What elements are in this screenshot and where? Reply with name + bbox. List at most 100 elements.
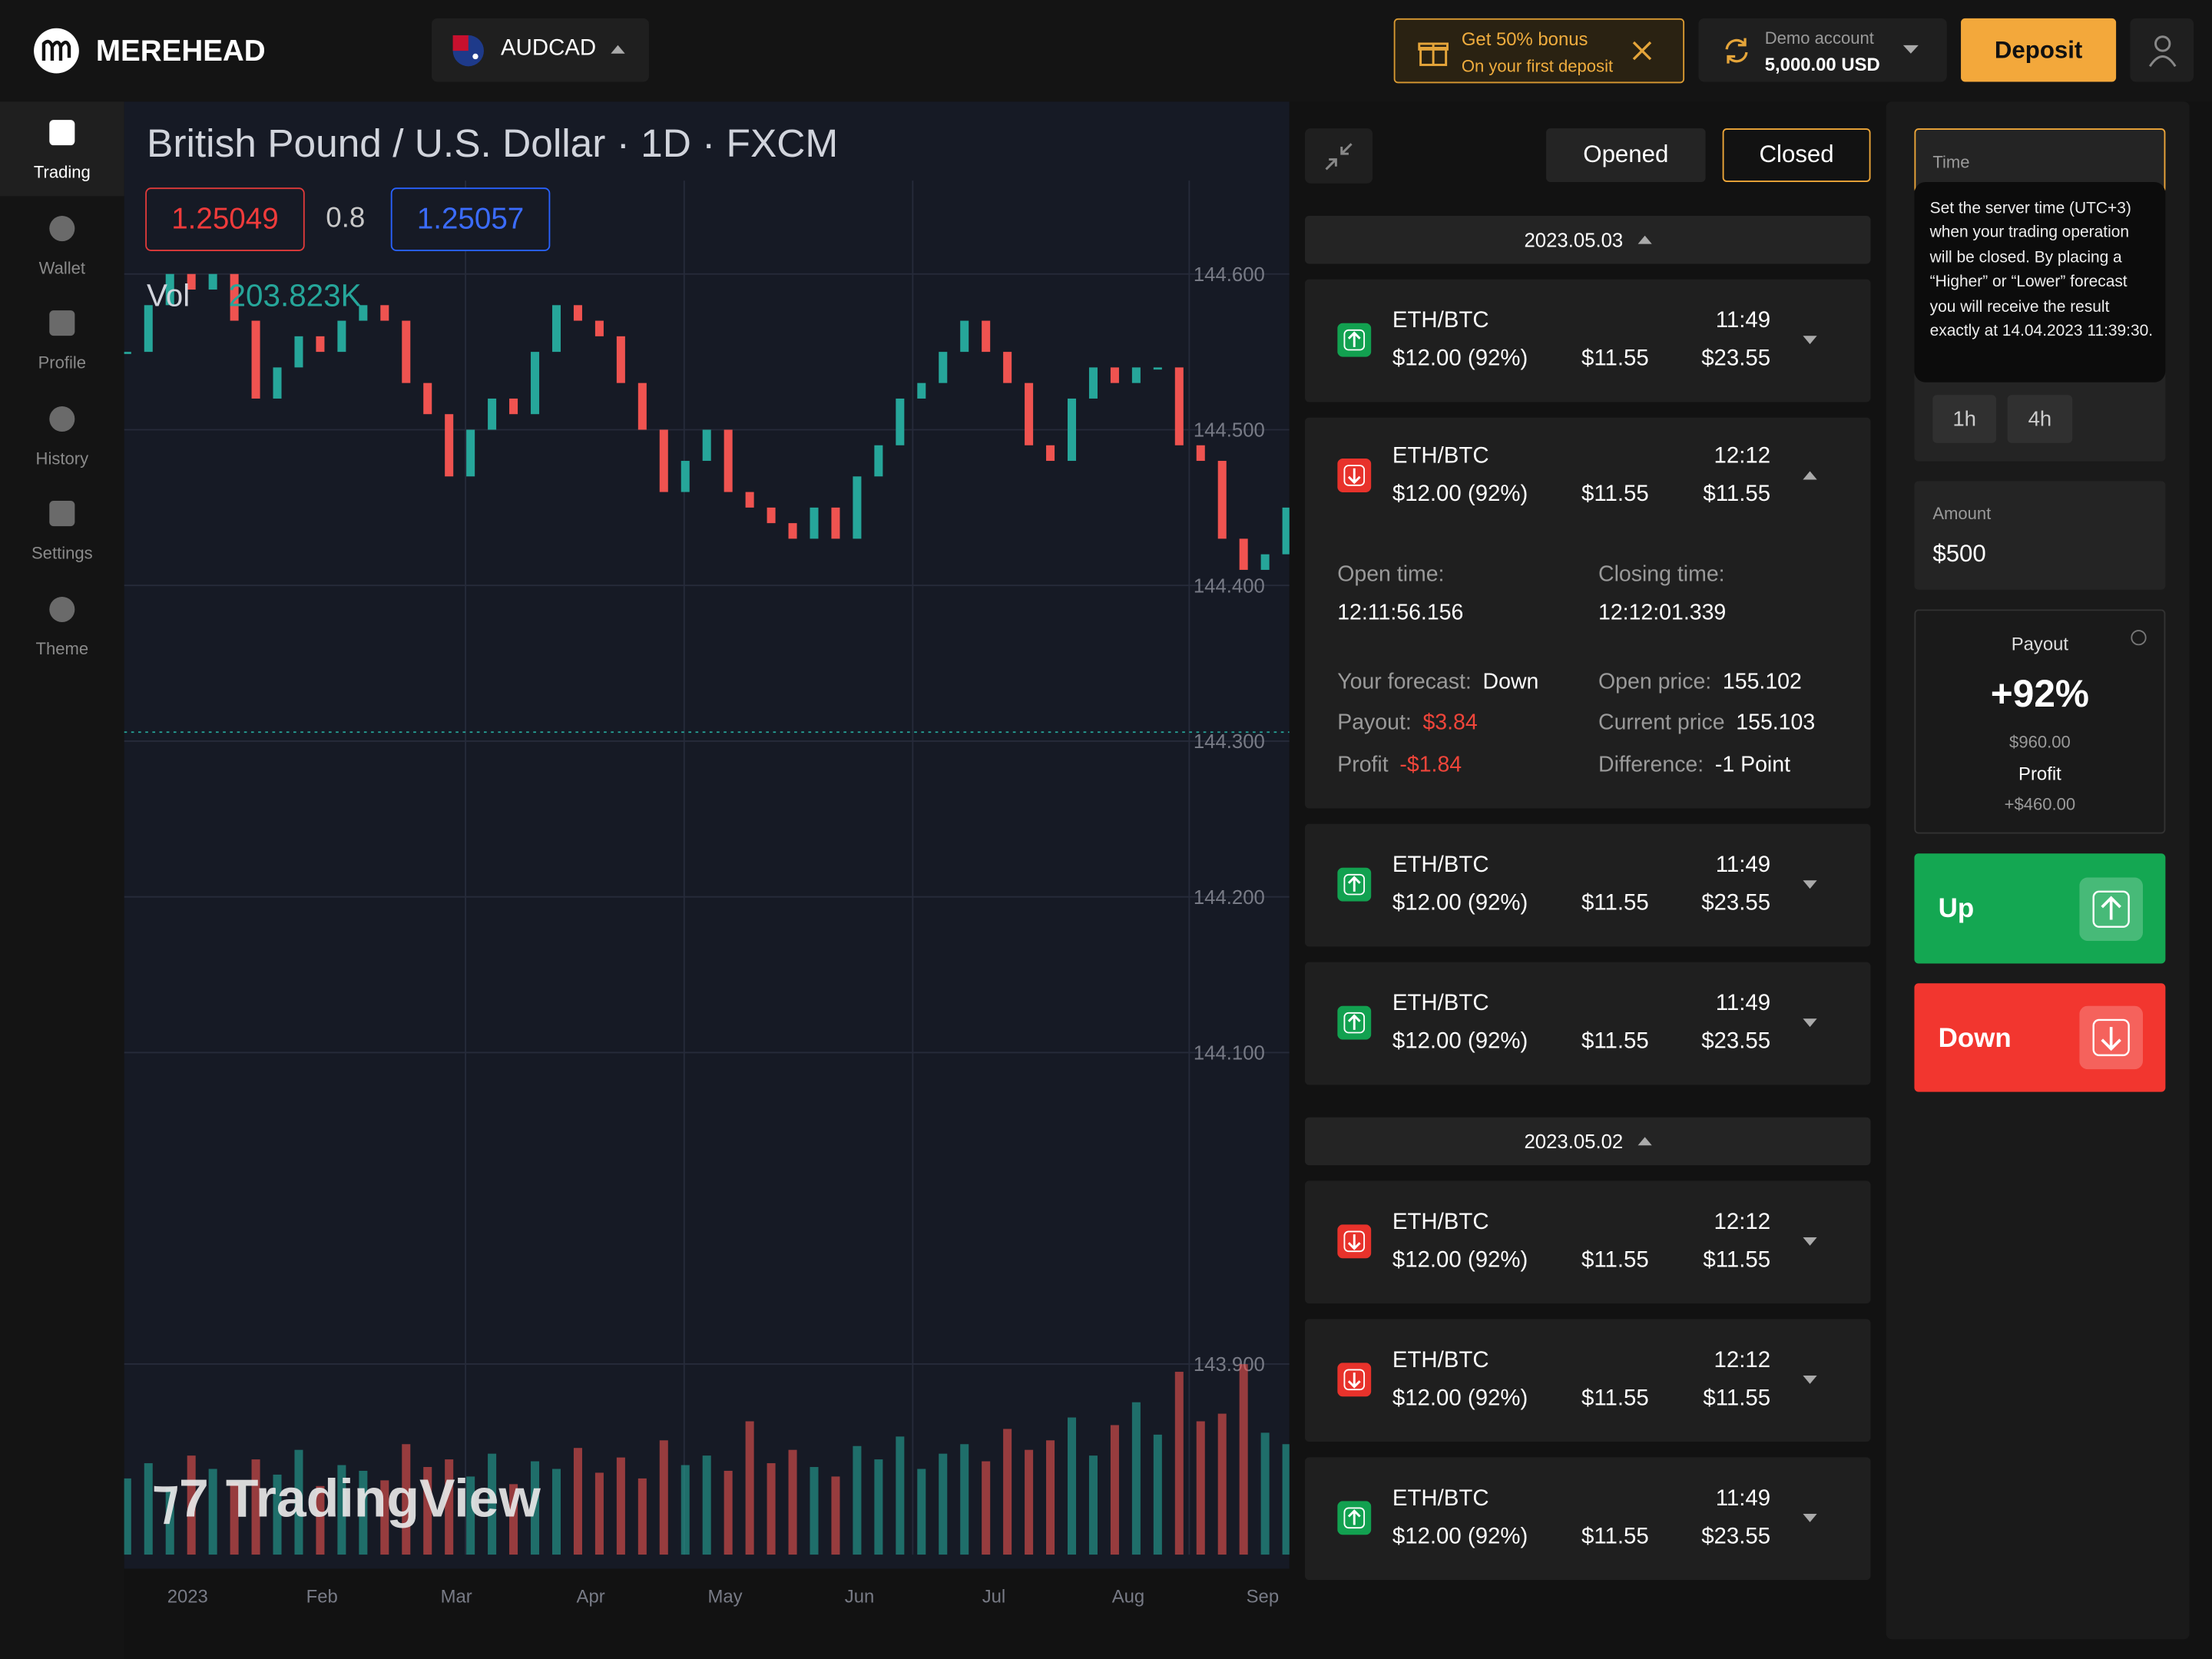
volume-bar: [637, 1478, 647, 1555]
date-header[interactable]: 2023.05.02: [1304, 1117, 1871, 1166]
x-tick-label: Jul: [982, 1587, 1006, 1608]
deposit-button[interactable]: Deposit: [1961, 18, 2117, 82]
direction: [1337, 867, 1372, 902]
trade-card[interactable]: ETH/BTC $12.00 (92%) $11.55 11:49 $23.55: [1304, 962, 1871, 1085]
sidebar-item[interactable]: Trading: [0, 101, 124, 197]
trade-card[interactable]: ETH/BTC $12.00 (92%) $11.55 11:49 $23.55: [1304, 1457, 1871, 1581]
trade-mid: $11.55: [1581, 1525, 1649, 1549]
caret: [1902, 45, 1919, 54]
detail-value: -1 Point: [1714, 753, 1790, 778]
direction-icon: [1337, 867, 1372, 902]
sidebar-label: Trading: [33, 162, 91, 182]
expand-chevron[interactable]: [1803, 880, 1817, 889]
candle: [1003, 352, 1012, 383]
collapse-caret: [1637, 1137, 1651, 1146]
x-tick-label: 2023: [167, 1587, 208, 1608]
volume-bar: [831, 1476, 840, 1555]
trade-amount: $12.00 (92%): [1392, 1029, 1528, 1055]
close-icon[interactable]: [1632, 41, 1652, 61]
down-button[interactable]: Down: [1914, 983, 2166, 1092]
detail-value: 12:11:56.156: [1337, 601, 1464, 625]
sidebar-icon: [49, 215, 75, 241]
direction: [1337, 1501, 1372, 1535]
time-label: Time: [1932, 152, 1970, 173]
candle: [337, 320, 346, 353]
trade-amount: $12.00 (92%): [1392, 346, 1528, 372]
detail-row: Payout: $3.84: [1337, 711, 1477, 737]
candle: [573, 305, 582, 321]
tooltip-text: Set the server time (UTC+3) when your tr…: [1929, 200, 2154, 340]
direction-icon: [1337, 1501, 1372, 1535]
volume-bar: [1153, 1434, 1162, 1555]
user-button[interactable]: [2130, 18, 2194, 82]
expand-chevron[interactable]: [1803, 336, 1817, 345]
bonus-banner[interactable]: Get 50% bonus On your first deposit: [1393, 18, 1685, 84]
trade-amount: $12.00 (92%): [1392, 1386, 1528, 1411]
detail-value: 155.103: [1736, 710, 1816, 735]
sidebar-item[interactable]: History: [0, 387, 124, 482]
amount-box[interactable]: Amount $500: [1914, 481, 2166, 590]
tooltip: Set the server time (UTC+3) when your tr…: [1914, 181, 2166, 382]
volume-bar: [810, 1467, 819, 1555]
account-selector[interactable]: Demo account 5,000.00 USD: [1698, 18, 1947, 82]
watermark-text: TradingView: [225, 1469, 541, 1530]
direction: [1337, 1224, 1372, 1259]
candle: [788, 523, 797, 539]
candle: [1174, 367, 1184, 445]
detail-value: $3.84: [1422, 710, 1478, 735]
trade-card[interactable]: ETH/BTC $12.00 (92%) $11.55 12:12 $11.55 Open…: [1304, 417, 1871, 809]
volume-bar: [874, 1459, 883, 1555]
collapse-button[interactable]: [1304, 128, 1373, 184]
chevron: [1803, 336, 1817, 345]
expand-chevron[interactable]: [1803, 1375, 1817, 1384]
sidebar-icon: [49, 596, 75, 622]
candle: [124, 352, 131, 354]
candle: [659, 429, 668, 492]
sidebar-label: Wallet: [38, 257, 86, 277]
candle: [896, 398, 905, 445]
volume-bar: [702, 1455, 711, 1555]
sidebar-item[interactable]: Settings: [0, 482, 124, 577]
volume-bar: [680, 1465, 690, 1555]
trade-pair: ETH/BTC: [1392, 444, 1489, 469]
up-button[interactable]: Up: [1914, 853, 2166, 964]
trade-card[interactable]: ETH/BTC $12.00 (92%) $11.55 12:12 $11.55: [1304, 1181, 1871, 1304]
trade-result: $11.55: [1703, 1386, 1771, 1411]
sidebar-item[interactable]: Wallet: [0, 197, 124, 291]
date-header[interactable]: 2023.05.03: [1304, 216, 1871, 264]
vol-value: 203.823K: [228, 277, 362, 313]
candle: [230, 273, 239, 321]
pair-selector[interactable]: AUDCAD: [432, 18, 649, 82]
expand-chevron[interactable]: [1803, 471, 1817, 480]
trade-card[interactable]: ETH/BTC $12.00 (92%) $11.55 11:49 $23.55: [1304, 279, 1871, 402]
trade-mid: $11.55: [1581, 1248, 1649, 1273]
candle: [251, 320, 260, 399]
candle: [810, 507, 819, 539]
trade-card[interactable]: ETH/BTC $12.00 (92%) $11.55 11:49 $23.55: [1304, 823, 1871, 947]
detail-label: Closing time:: [1598, 562, 1725, 588]
trade-card[interactable]: ETH/BTC $12.00 (92%) $11.55 12:12 $11.55: [1304, 1319, 1871, 1442]
volume-bar: [488, 1453, 497, 1555]
volume-bar: [402, 1444, 411, 1555]
candle: [1068, 398, 1077, 462]
tab-closed[interactable]: Closed: [1722, 128, 1871, 182]
header: MEREHEAD AUDCAD Get 50% bonus On your fi…: [0, 0, 2212, 102]
direction-icon: [1337, 1005, 1372, 1040]
x-tick-label: Feb: [306, 1587, 338, 1608]
duration-button[interactable]: 4h: [2007, 395, 2073, 443]
sidebar-item[interactable]: Profile: [0, 292, 124, 386]
candle: [423, 382, 432, 415]
volume-bar: [165, 1488, 174, 1555]
direction-icon: [1337, 458, 1372, 493]
volume-bar: [380, 1480, 389, 1555]
expand-chevron[interactable]: [1803, 1018, 1817, 1028]
direction: [1337, 1005, 1372, 1040]
tab-opened[interactable]: Opened: [1546, 128, 1706, 182]
volume-bar: [594, 1472, 604, 1555]
sidebar-item[interactable]: Theme: [0, 578, 124, 672]
profit-value: +$460.00: [2004, 794, 2076, 814]
amount-label: Amount: [1932, 503, 1992, 524]
expand-chevron[interactable]: [1803, 1513, 1817, 1522]
duration-button[interactable]: 1h: [1932, 395, 1996, 443]
expand-chevron[interactable]: [1803, 1237, 1817, 1246]
